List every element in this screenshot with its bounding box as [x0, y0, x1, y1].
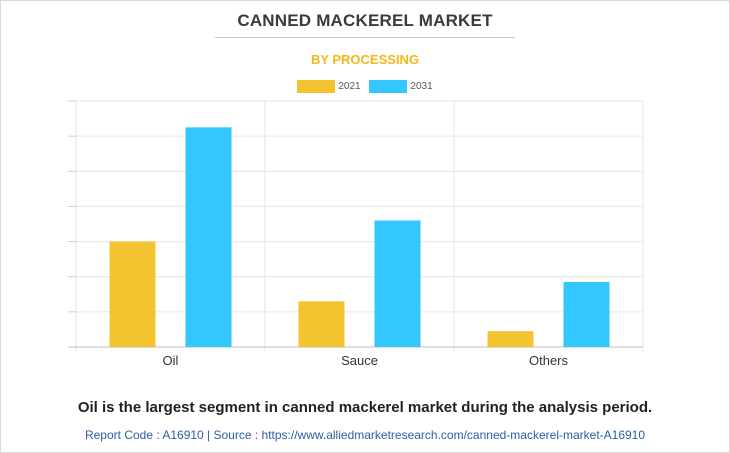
legend: 2021 2031 — [0, 80, 730, 93]
legend-swatch-2021 — [297, 80, 336, 93]
chart-subtitle: BY PROCESSING — [310, 52, 420, 67]
legend-item-2031: 2031 — [369, 80, 433, 93]
x-tick-label-sauce: Sauce — [341, 353, 378, 368]
footer-caption: Oil is the largest segment in canned mac… — [77, 399, 653, 416]
bar-others-2031 — [563, 281, 610, 347]
legend-item-2021: 2021 — [297, 80, 361, 93]
legend-label-2021: 2021 — [338, 81, 361, 92]
legend-swatch-2031 — [369, 80, 408, 93]
x-tick-label-oil: Oil — [163, 353, 179, 368]
footer-source: Report Code : A16910 | Source : https://… — [84, 428, 646, 442]
bar-others-2021 — [487, 331, 534, 347]
bar-sauce-2021 — [298, 301, 345, 347]
bar-oil-2021 — [109, 241, 156, 347]
legend-label-2031: 2031 — [410, 81, 433, 92]
x-tick-label-others: Others — [529, 353, 569, 368]
title-divider — [215, 37, 515, 38]
chart-title: CANNED MACKEREL MARKET — [237, 11, 493, 30]
bar-oil-2031 — [185, 127, 232, 347]
bar-sauce-2031 — [374, 220, 421, 347]
